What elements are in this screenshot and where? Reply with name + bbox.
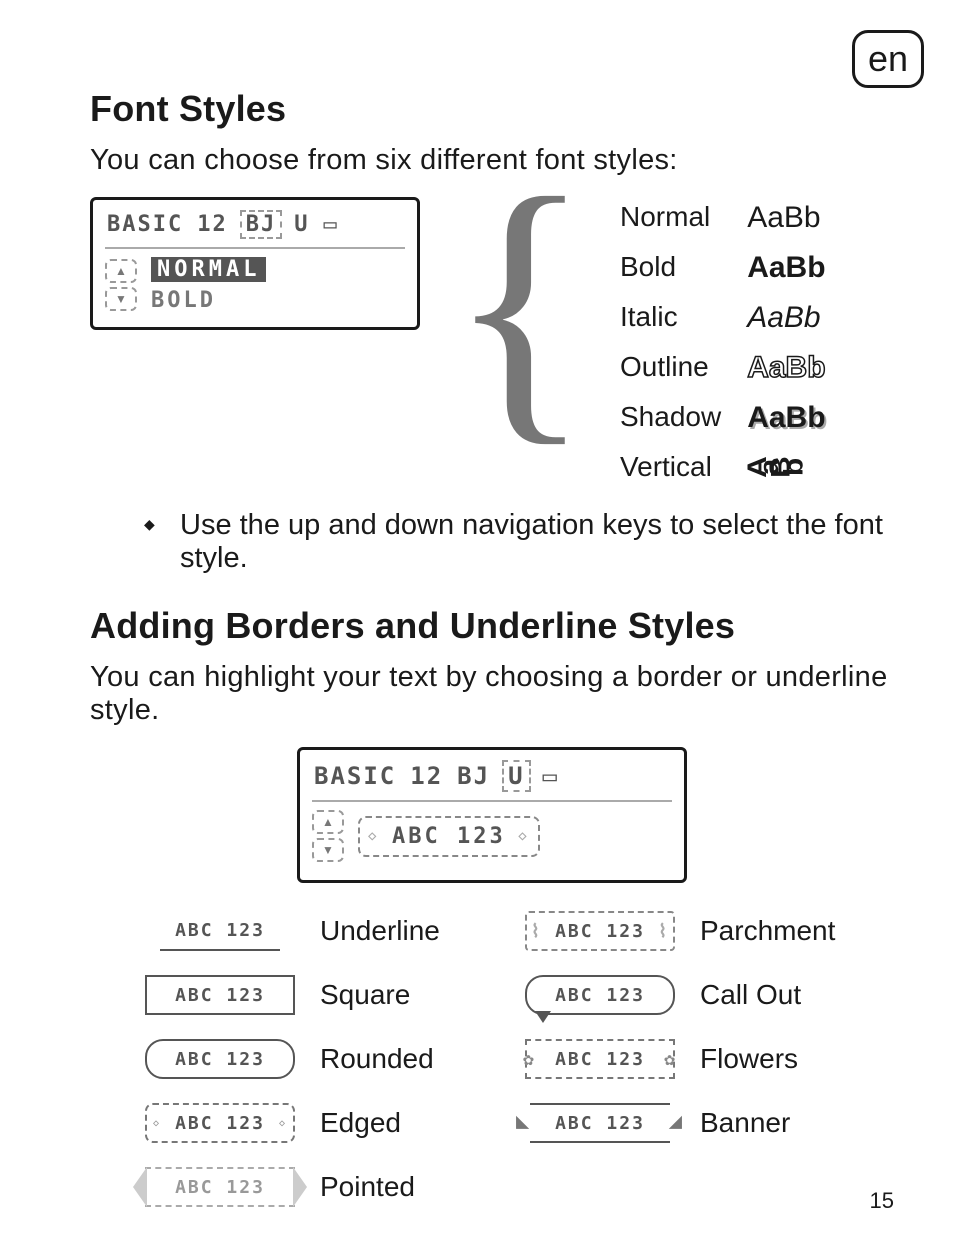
nav-rocker-icon: ▲ ▼ [105, 259, 137, 311]
lcd-selected-option: NORMAL [151, 257, 266, 282]
border-label-callout: Call Out [700, 979, 880, 1011]
style-sample-shadow: AaBb [747, 401, 825, 435]
style-label-bold: Bold [620, 251, 721, 285]
lcd-style-flags: BJ [240, 210, 283, 239]
nav-up-icon-2: ▲ [312, 810, 344, 834]
swatch-flowers: ABC 123 [525, 1039, 675, 1079]
style-sample-italic: AaBb [747, 301, 825, 335]
border-label-edged: Edged [320, 1107, 500, 1139]
style-label-italic: Italic [620, 301, 721, 335]
lcd-top-bar: BASIC 12 BJ U ▭ [105, 210, 405, 249]
border-label-flowers: Flowers [700, 1043, 880, 1075]
swatch-banner: ABC 123 [530, 1103, 670, 1143]
lcd2-underline-flag: U [502, 760, 530, 792]
swatch-underline: ABC 123 [160, 911, 280, 951]
lcd-font-size: 12 [195, 212, 230, 237]
style-sample-outline: AaBb [747, 351, 825, 385]
lcd2-border-flag: ▭ [541, 762, 561, 790]
lcd2-top-bar: BASIC 12 BJ U ▭ [312, 760, 672, 802]
swatch-parchment: ABC 123 [525, 911, 675, 951]
intro-borders: You can highlight your text by choosing … [90, 661, 894, 727]
style-label-outline: Outline [620, 351, 721, 385]
style-sample-vertical: AaBb [751, 451, 822, 485]
border-label-pointed: Pointed [320, 1171, 500, 1203]
style-label-shadow: Shadow [620, 401, 721, 435]
bullet-instruction: Use the up and down navigation keys to s… [144, 509, 894, 575]
lcd2-style-flags: BJ [455, 762, 492, 790]
heading-font-styles: Font Styles [90, 88, 894, 130]
lcd-border-preview: BASIC 12 BJ U ▭ ▲ ▼ ABC 123 [297, 747, 687, 883]
nav-down-icon-2: ▼ [312, 838, 344, 862]
lcd2-text-preview: ABC 123 [358, 816, 540, 857]
lcd-font-name: BASIC [105, 212, 185, 237]
lcd-font-style-preview: BASIC 12 BJ U ▭ ▲ ▼ NORMAL BOLD [90, 197, 420, 330]
language-badge: en [852, 30, 924, 88]
border-label-banner: Banner [700, 1107, 880, 1139]
border-label-parchment: Parchment [700, 915, 880, 947]
swatch-callout: ABC 123 [525, 975, 675, 1015]
lcd2-font-size: 12 [408, 762, 445, 790]
nav-rocker-icon-2: ▲ ▼ [312, 810, 344, 862]
swatch-edged: ABC 123 [145, 1103, 295, 1143]
border-styles-grid: ABC 123 Underline ABC 123 Parchment ABC … [130, 911, 894, 1207]
lcd-underline-flag: U [292, 212, 311, 237]
swatch-square: ABC 123 [145, 975, 295, 1015]
swatch-rounded: ABC 123 [145, 1039, 295, 1079]
border-label-underline: Underline [320, 915, 500, 947]
lcd2-font-name: BASIC [312, 762, 398, 790]
page-number: 15 [870, 1188, 894, 1214]
lcd-next-option: BOLD [151, 288, 266, 313]
style-sample-bold: AaBb [747, 251, 825, 285]
brace-icon: { [448, 173, 592, 433]
border-label-square: Square [320, 979, 500, 1011]
heading-borders: Adding Borders and Underline Styles [90, 605, 894, 647]
style-label-normal: Normal [620, 201, 721, 235]
style-sample-normal: AaBb [747, 201, 825, 235]
lcd-border-flag: ▭ [321, 212, 340, 237]
swatch-pointed: ABC 123 [145, 1167, 295, 1207]
swatch-pointed-text: ABC 123 [175, 1177, 265, 1198]
nav-up-icon: ▲ [105, 259, 137, 283]
style-label-vertical: Vertical [620, 451, 721, 485]
nav-down-icon: ▼ [105, 287, 137, 311]
font-styles-list: Normal AaBb Bold AaBb Italic AaBb Outlin… [620, 201, 826, 485]
border-label-rounded: Rounded [320, 1043, 500, 1075]
